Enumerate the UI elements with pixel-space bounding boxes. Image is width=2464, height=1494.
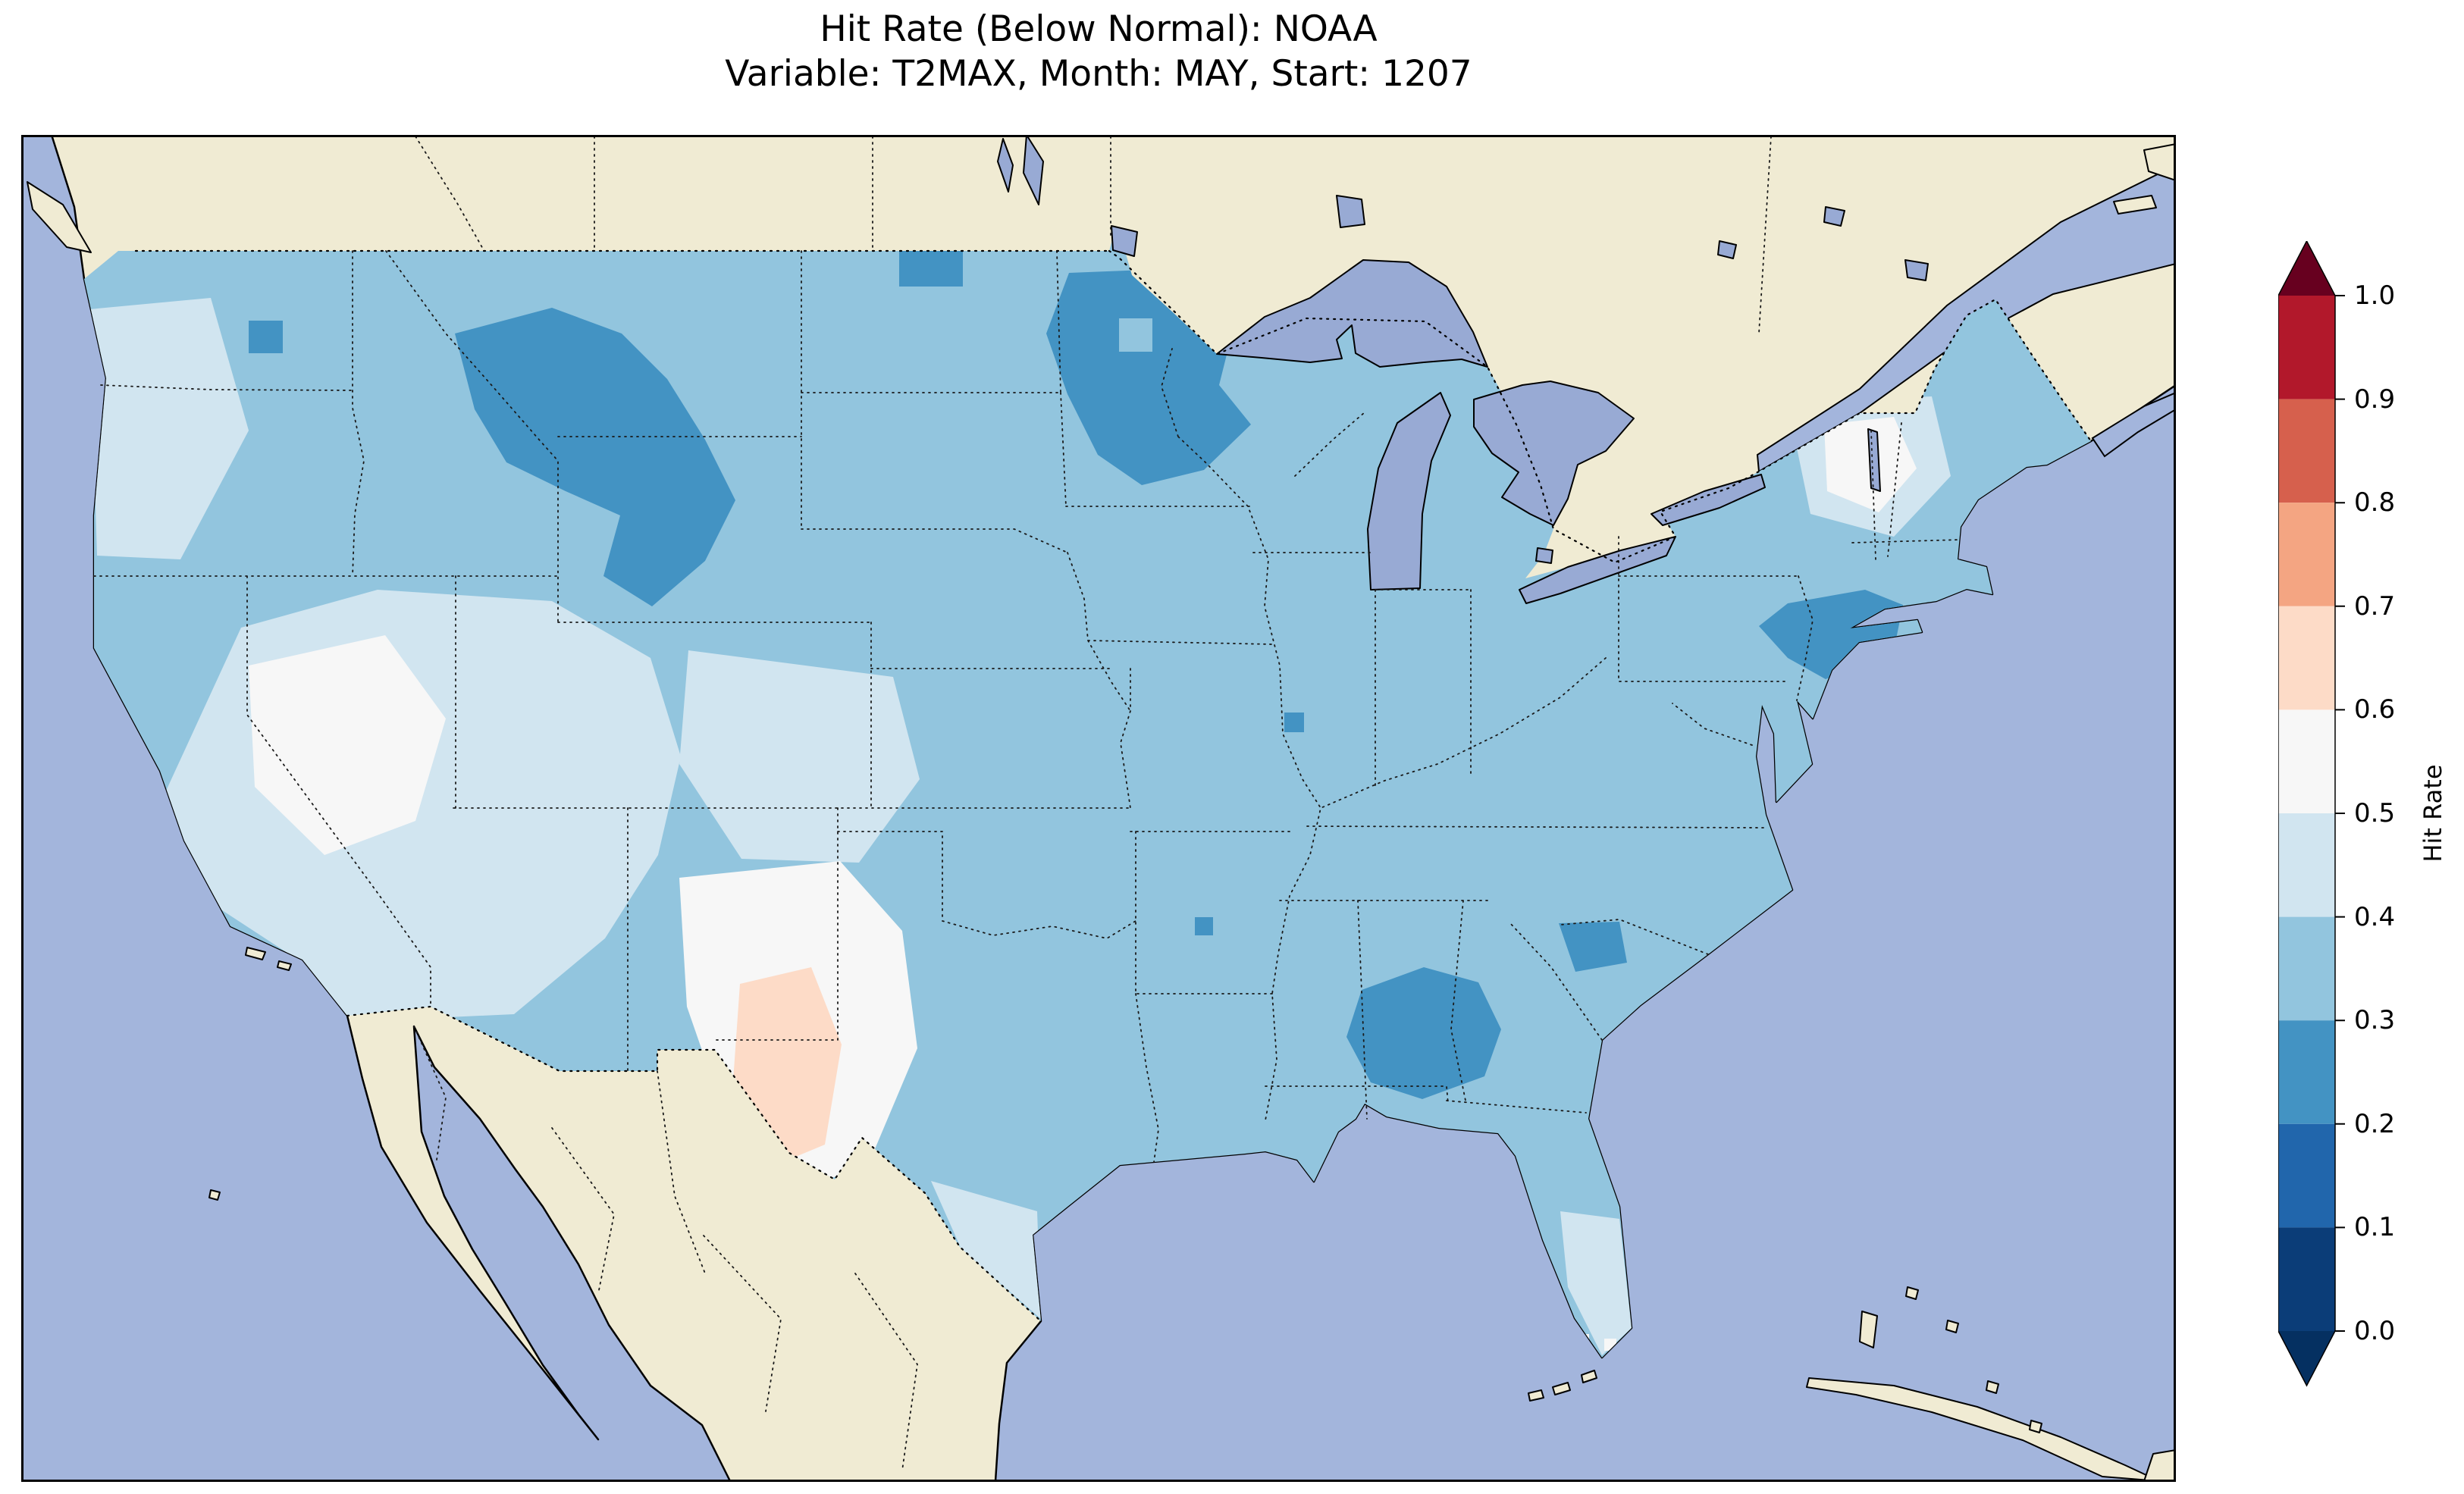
hitrate-patch-south-texas-pale	[931, 1181, 1041, 1319]
colorbar-tick-marks	[2335, 295, 2345, 1332]
bahamas-island-4	[2029, 1420, 2042, 1433]
lake-michigan	[1367, 392, 1451, 590]
bahamas-island-1	[1905, 1286, 1919, 1300]
map-axes	[21, 135, 2176, 1482]
islands	[27, 143, 2176, 1482]
colorbar-axis-label: Hit Rate	[2419, 764, 2447, 862]
colorbar-tick: 0.6	[2354, 694, 2395, 725]
colorbar-tick: 0.9	[2354, 384, 2395, 415]
hitrate-patch-montana-wyoming-dark	[455, 308, 735, 606]
hitrate-patch-washington-dark	[249, 321, 283, 353]
colorbar-tick: 0.3	[2354, 1005, 2395, 1035]
hitrate-patch-pacific-nw-pale	[89, 298, 249, 559]
hitrate-patch-florida-pale	[1560, 1211, 1632, 1355]
lake-st-jean	[1904, 259, 1929, 281]
us-hit-rate-map	[21, 135, 2176, 1482]
colorbar-tick: 0.1	[2354, 1212, 2395, 1242]
colorbar-tick: 0.2	[2354, 1109, 2395, 1139]
lake-of-the-woods	[1111, 225, 1138, 257]
hitrate-patch-north-dakota-dark	[899, 241, 963, 287]
hitrate-patch-illinois-cell-dark	[1284, 713, 1304, 732]
lake-quebec-small-1	[1823, 206, 1845, 227]
colorbar-bin-2	[2278, 1020, 2335, 1124]
figure-title: Hit Rate (Below Normal): NOAA Variable: …	[21, 8, 2176, 97]
colorbar-tick: 0.8	[2354, 487, 2395, 518]
lake-superior	[1216, 259, 1488, 368]
colorbar-svg: 1.0 0.9 0.8 0.7 0.6 0.5 0.4 0.3 0.2 0.1 …	[2278, 241, 2447, 1387]
colorbar-bin-6	[2278, 606, 2335, 710]
colorbar-bin-5	[2278, 709, 2335, 813]
hitrate-patch-arkansas-cell-dark	[1195, 917, 1213, 935]
channel-island-2	[277, 960, 292, 971]
hitrate-patch-colorado-kansas-pale	[679, 650, 920, 863]
colorbar-bin-0	[2278, 1227, 2335, 1331]
hitrate-patch-nevada-white	[249, 635, 446, 855]
title-line-2: Variable: T2MAX, Month: MAY, Start: 1207	[725, 52, 1472, 95]
colorbar-arrow-under	[2278, 1331, 2335, 1386]
guadalupe-island	[208, 1189, 221, 1201]
colorbar-bin-4	[2278, 813, 2335, 917]
florida-keys-3	[1528, 1389, 1544, 1402]
lake-ontario	[1651, 474, 1766, 526]
colorbar-bin-1	[2278, 1123, 2335, 1228]
bahamas-island-3	[1986, 1380, 1999, 1394]
bahamas-andros	[1859, 1311, 1878, 1348]
hitrate-patch-minnesota-hole	[1119, 318, 1152, 352]
colorbar-bin-7	[2278, 503, 2335, 606]
title-line-1: Hit Rate (Below Normal): NOAA	[820, 8, 1378, 50]
colorbar-bin-9	[2278, 296, 2335, 399]
lake-winnipeg	[1023, 135, 1044, 205]
lake-nipigon	[1336, 195, 1365, 228]
colorbar-arrow-over	[2278, 241, 2335, 296]
hitrate-patch-alabama-georgia-dark	[1346, 967, 1501, 1099]
anticosti-island	[2113, 195, 2157, 215]
colorbar-tick: 0.4	[2354, 902, 2395, 932]
axes-frame	[21, 135, 2176, 1482]
lake-ontario-small-2	[1717, 240, 1737, 259]
lake-manitoba	[997, 138, 1014, 193]
state-borders	[93, 250, 1961, 1163]
lakes	[997, 135, 1929, 604]
bahamas-island-2	[1945, 1320, 1959, 1333]
florida-keys-1	[1581, 1370, 1597, 1383]
lake-huron	[1473, 381, 1635, 526]
hispaniola-corner	[2143, 1449, 2176, 1482]
colorbar-tick: 1.0	[2354, 280, 2395, 311]
colorbar-tick-labels: 1.0 0.9 0.8 0.7 0.6 0.5 0.4 0.3 0.2 0.1 …	[2354, 280, 2395, 1346]
florida-keys-2	[1552, 1382, 1571, 1395]
lake-st-clair	[1535, 547, 1553, 564]
colorbar-tick: 0.7	[2354, 591, 2395, 622]
hitrate-patch-south-carolina-dark	[1559, 922, 1627, 972]
channel-island-1	[245, 947, 266, 960]
cuba	[1806, 1377, 2160, 1482]
colorbar-bin-8	[2278, 399, 2335, 503]
country-borders	[134, 249, 2093, 1323]
bay-of-fundy	[2091, 391, 2176, 458]
colorbar-tick: 0.5	[2354, 798, 2395, 828]
vancouver-island	[27, 181, 92, 253]
newfoundland-corner	[2143, 143, 2176, 181]
colorbar: 1.0 0.9 0.8 0.7 0.6 0.5 0.4 0.3 0.2 0.1 …	[2278, 241, 2464, 1393]
colorbar-tick: 0.0	[2354, 1316, 2395, 1346]
colorbar-bin-3	[2278, 916, 2335, 1021]
canada-mexico-admin-borders	[413, 136, 1772, 1471]
us-hitrate-base	[84, 232, 2091, 1358]
